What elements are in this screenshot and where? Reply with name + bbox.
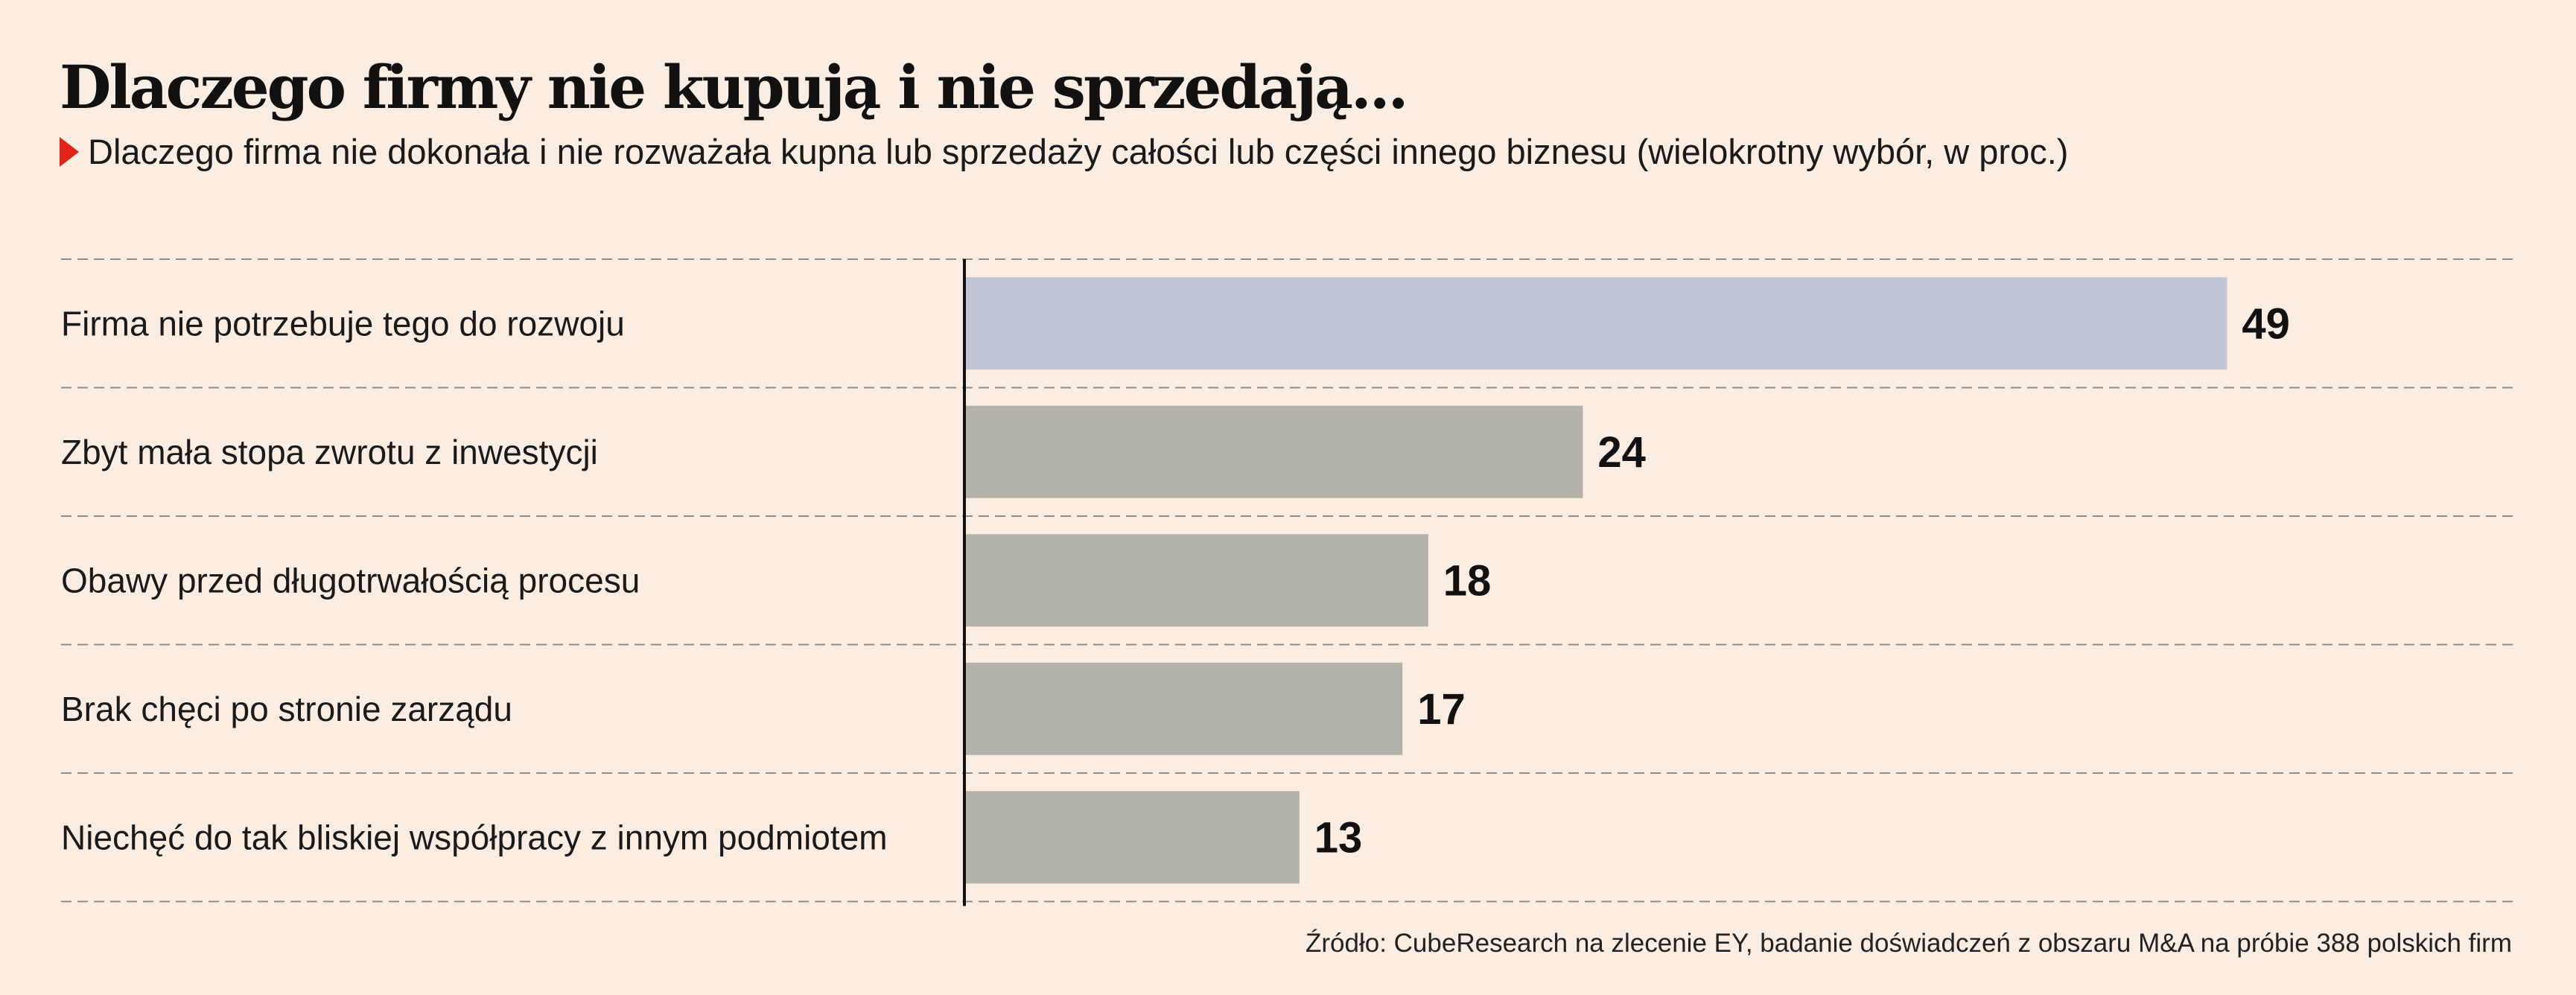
bar	[964, 534, 1428, 627]
bar	[964, 662, 1403, 755]
source-note: Źródło: CubeResearch na zlecenie EY, bad…	[1306, 929, 2512, 958]
data-label: 24	[1597, 428, 1646, 477]
category-label: Obawy przed długotrwałością procesu	[61, 561, 640, 600]
data-label: 18	[1443, 556, 1492, 605]
data-label: 13	[1314, 813, 1363, 862]
subtitle-text: Dlaczego firma nie dokonała i nie rozważ…	[88, 132, 2069, 171]
chart-subtitle: Dlaczego firma nie dokonała i nie rozważ…	[60, 131, 2068, 172]
bar	[964, 277, 2227, 370]
category-label: Brak chęci po stronie zarządu	[61, 690, 512, 728]
category-label: Zbyt mała stopa zwrotu z inwestycji	[61, 433, 598, 471]
triangle-marker-icon	[60, 136, 79, 167]
category-label: Niechęć do tak bliskiej współpracy z inn…	[61, 818, 888, 856]
bar	[964, 791, 1300, 884]
data-label: 17	[1417, 685, 1466, 734]
data-label: 49	[2242, 299, 2290, 348]
category-label: Firma nie potrzebuje tego do rozwoju	[61, 304, 625, 343]
bar	[964, 405, 1583, 498]
chart-title: Dlaczego firmy nie kupują i nie sprzedaj…	[60, 52, 1408, 122]
